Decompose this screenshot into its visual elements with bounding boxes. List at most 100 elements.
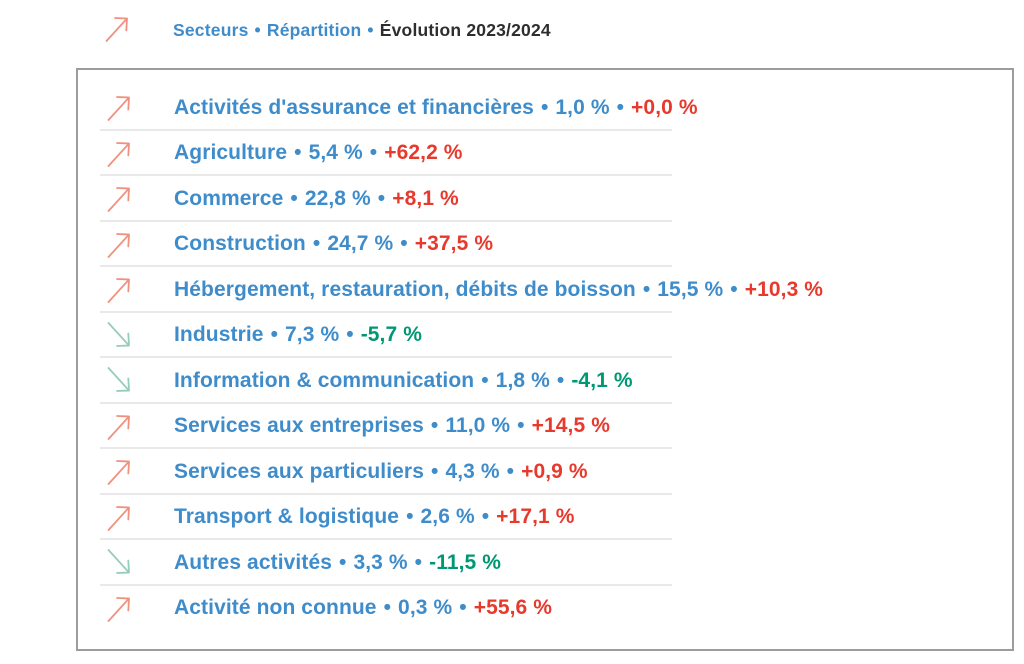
sector-evolution: +37,5 % — [414, 232, 494, 256]
sector-row-text: Hébergement, restauration, débits de boi… — [174, 278, 823, 302]
sector-list-panel: Activités d'assurance et financières • 1,0… — [76, 68, 1014, 651]
sector-row: Information & communication • 1,8 % • -4,1 % — [78, 358, 1012, 404]
bullet-separator: • — [481, 368, 489, 392]
bullet-separator: • — [254, 20, 261, 40]
sector-share: 22,8 % — [304, 186, 371, 210]
sector-row: Activités d'assurance et financières • 1,0… — [78, 85, 1012, 131]
sector-row-text: Industrie • 7,3 % • -5,7 % — [174, 323, 422, 347]
trend-down-icon — [105, 547, 133, 578]
sector-row-text: Commerce • 22,8 % • +8,1 % — [174, 187, 459, 211]
sector-row: Hébergement, restauration, débits de boi… — [78, 267, 1012, 313]
sector-evolution: +17,1 % — [496, 505, 575, 529]
sector-name: Services aux entreprises — [174, 414, 424, 438]
bullet-separator: • — [459, 596, 467, 620]
bullet-separator: • — [346, 323, 354, 347]
sector-evolution: +8,1 % — [392, 186, 459, 210]
sector-row: Agriculture • 5,4 % • +62,2 % — [78, 131, 1012, 177]
title-part-secteurs: Secteurs — [173, 20, 249, 40]
trend-up-icon — [105, 229, 133, 260]
sector-evolution: +0,0 % — [631, 95, 698, 119]
sector-name: Information & communication — [174, 368, 475, 392]
trend-down-icon — [105, 365, 133, 396]
bullet-separator: • — [430, 459, 439, 483]
trend-up-icon — [105, 138, 133, 169]
bullet-separator: • — [642, 277, 651, 301]
trend-up-icon — [105, 593, 133, 624]
sector-name: Activités d'assurance et financières — [174, 95, 534, 119]
sector-row: Services aux entreprises • 11,0 % • +14,5 % — [78, 404, 1012, 450]
sector-share: 1,8 % — [495, 368, 550, 392]
sector-row-text: Transport & logistique • 2,6 % • +17,1 % — [174, 505, 575, 529]
bullet-separator: • — [616, 95, 625, 119]
sector-row: Commerce • 22,8 % • +8,1 % — [78, 176, 1012, 222]
sector-row-text: Activité non connue • 0,3 % • +55,6 % — [174, 596, 552, 620]
sector-name: Autres activités — [174, 550, 333, 574]
sector-share: 1,0 % — [555, 95, 610, 119]
sector-name: Transport & logistique — [174, 505, 400, 529]
trend-up-icon — [103, 13, 131, 44]
sector-row-text: Services aux entreprises • 11,0 % • +14,5 % — [174, 414, 610, 438]
sector-name: Construction — [174, 232, 306, 256]
bullet-separator: • — [400, 232, 408, 256]
sector-row-text: Autres activités • 3,3 % • -11,5 % — [174, 551, 501, 575]
sector-share: 4,3 % — [445, 459, 500, 483]
sector-name: Activité non connue — [174, 596, 377, 620]
bullet-separator: • — [294, 141, 302, 165]
sector-row-text: Services aux particuliers • 4,3 % • +0,9 % — [174, 460, 588, 484]
sector-evolution: -5,7 % — [360, 323, 422, 347]
sector-row: Activité non connue • 0,3 % • +55,6 % — [78, 586, 1012, 632]
sector-evolution: +55,6 % — [473, 596, 553, 620]
trend-up-icon — [105, 92, 133, 123]
sector-share: 24,7 % — [327, 232, 394, 256]
trend-down-icon — [105, 320, 133, 351]
sector-name: Hébergement, restauration, débits de boi… — [174, 277, 636, 301]
bullet-separator: • — [406, 505, 414, 529]
title-part-repartition: Répartition — [266, 20, 362, 40]
sector-name: Commerce — [174, 186, 284, 210]
trend-up-icon — [105, 456, 133, 487]
sector-row: Industrie • 7,3 % • -5,7 % — [78, 313, 1012, 359]
bullet-separator: • — [556, 368, 565, 392]
sector-evolution: +14,5 % — [531, 414, 610, 438]
sector-evolution: +10,3 % — [744, 277, 824, 301]
sector-share: 0,3 % — [398, 596, 453, 620]
bullet-separator: • — [383, 596, 392, 620]
sector-row: Autres activités • 3,3 % • -11,5 % — [78, 540, 1012, 586]
sector-row-text: Information & communication • 1,8 % • -4,1 % — [174, 369, 633, 393]
sector-row: Services aux particuliers • 4,3 % • +0,9 % — [78, 449, 1012, 495]
widget-title: Secteurs • Répartition • Évolution 2023/2024 — [173, 20, 551, 41]
sector-share: 3,3 % — [353, 550, 408, 574]
sector-share: 11,0 % — [445, 414, 511, 438]
bullet-separator: • — [367, 20, 374, 40]
bullet-separator: • — [730, 277, 738, 301]
sector-row-text: Agriculture • 5,4 % • +62,2 % — [174, 141, 463, 165]
bullet-separator: • — [540, 95, 549, 119]
sector-evolution: -4,1 % — [571, 368, 633, 392]
bullet-separator: • — [290, 186, 298, 210]
trend-up-icon — [105, 183, 133, 214]
sector-name: Industrie — [174, 323, 264, 347]
sector-row-text: Activités d'assurance et financières • 1,0… — [174, 96, 698, 120]
bullet-separator: • — [270, 323, 279, 347]
sector-evolution: +0,9 % — [521, 459, 588, 483]
sector-name: Services aux particuliers — [174, 459, 424, 483]
sector-evolution: +62,2 % — [384, 141, 463, 165]
bullet-separator: • — [414, 550, 423, 574]
sector-row: Construction • 24,7 % • +37,5 % — [78, 222, 1012, 268]
bullet-separator: • — [377, 186, 386, 210]
sector-share: 15,5 % — [657, 277, 724, 301]
sector-share: 7,3 % — [285, 323, 340, 347]
sector-row: Transport & logistique • 2,6 % • +17,1 % — [78, 495, 1012, 541]
bullet-separator: • — [430, 414, 439, 438]
bullet-separator: • — [339, 550, 347, 574]
sector-share: 5,4 % — [308, 141, 363, 165]
trend-up-icon — [105, 502, 133, 533]
sector-evolution: -11,5 % — [429, 550, 502, 574]
bullet-separator: • — [369, 141, 378, 165]
bullet-separator: • — [312, 232, 321, 256]
bullet-separator: • — [481, 505, 490, 529]
bullet-separator: • — [517, 414, 525, 438]
trend-up-icon — [105, 274, 133, 305]
trend-up-icon — [105, 411, 133, 442]
